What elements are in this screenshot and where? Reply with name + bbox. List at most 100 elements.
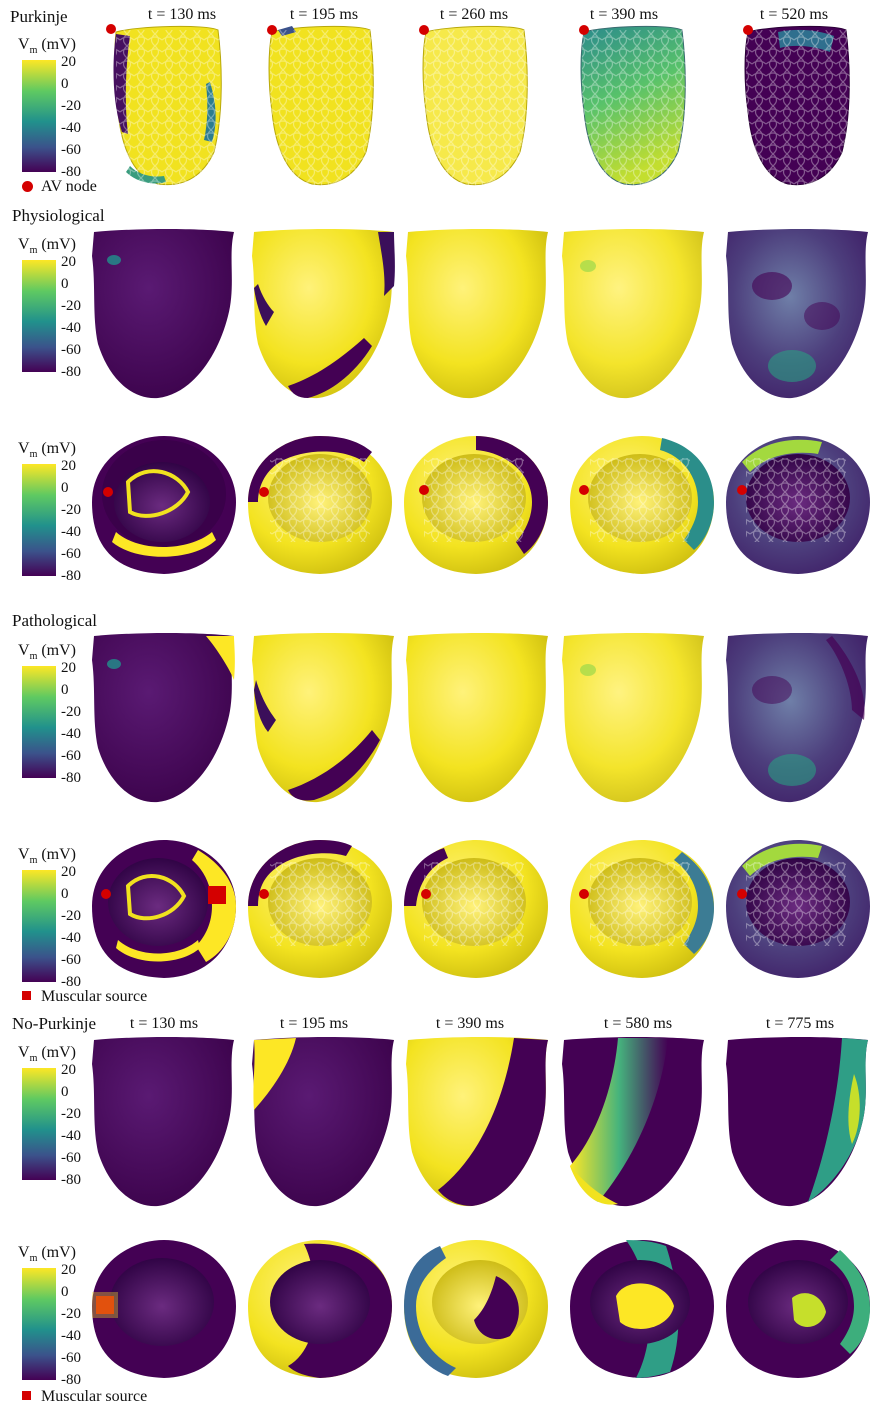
av-node-marker-icon — [22, 181, 33, 192]
colorbar-tick: -80 — [61, 164, 81, 180]
colorbar-tick: -80 — [61, 1172, 81, 1188]
legend-muscular-source: Muscular source — [22, 1388, 147, 1406]
colorbar-tick: -80 — [61, 770, 81, 786]
purkinje-network-t260 — [416, 22, 546, 188]
colorbar-tick: 20 — [61, 1062, 76, 1078]
colorbar-tick: -60 — [61, 342, 81, 358]
muscular-source-icon — [96, 1296, 114, 1314]
colorbar: Vm (mV) 20 0 -20 -40 -60 -80 — [16, 846, 156, 1006]
colorbar-tick: -40 — [61, 320, 81, 336]
colorbar: Vm (mV) 20 0 -20 -40 -60 -80 — [16, 236, 156, 396]
av-node-icon — [743, 25, 753, 35]
colorbar-tick: -60 — [61, 1150, 81, 1166]
colorbar-tick: 0 — [61, 682, 69, 698]
heart-cut-physio-t390 — [566, 432, 718, 578]
colorbar-tick: -20 — [61, 502, 81, 518]
colorbar-title: Vm (mV) — [18, 36, 76, 57]
colorbar-tick: 0 — [61, 1284, 69, 1300]
colorbar-tick: -80 — [61, 568, 81, 584]
colorbar-tick: -40 — [61, 1328, 81, 1344]
colorbar-tick: 0 — [61, 276, 69, 292]
colorbar-tick: -60 — [61, 142, 81, 158]
av-node-icon — [419, 25, 429, 35]
heart-epi-patho-t195 — [248, 630, 400, 806]
av-node-icon — [579, 485, 589, 495]
time-label-1: t = 130 ms — [147, 6, 217, 23]
heart-cut-physio-t195 — [244, 432, 396, 578]
section-label-physiological: Physiological — [12, 206, 105, 225]
heart-cut-nopurkinje-t130 — [88, 1236, 240, 1382]
colorbar: Vm (mV) 20 0 -20 -40 -60 -80 — [16, 440, 156, 600]
time-label-5: t = 520 ms — [759, 6, 829, 23]
av-node-icon — [579, 25, 589, 35]
colorbar: Vm (mV) 20 0 -20 -40 -60 -80 — [16, 1244, 156, 1404]
colorbar-tick: -20 — [61, 98, 81, 114]
heart-epi-nopurkinje-t390 — [402, 1034, 554, 1210]
time-label-3: t = 260 ms — [439, 6, 509, 23]
time-label-np-1: t = 130 ms — [129, 1015, 199, 1032]
heart-epi-nopurkinje-t130 — [88, 1034, 240, 1210]
colorbar-tick: 0 — [61, 480, 69, 496]
muscular-source-marker-icon — [22, 1391, 31, 1400]
colorbar-tick: -80 — [61, 1372, 81, 1388]
heart-epi-patho-t520 — [722, 630, 874, 806]
colorbar-title: Vm (mV) — [18, 440, 76, 461]
colorbar-tick: -20 — [61, 1306, 81, 1322]
heart-cut-nopurkinje-t390 — [400, 1236, 552, 1382]
colorbar-tick: -60 — [61, 952, 81, 968]
av-node-icon — [737, 485, 747, 495]
heart-epi-patho-t390 — [558, 630, 710, 806]
av-node-icon — [101, 889, 111, 899]
colorbar-title: Vm (mV) — [18, 1244, 76, 1265]
colorbar-tick: -80 — [61, 364, 81, 380]
heart-cut-patho-t390 — [566, 836, 718, 982]
section-label-no-purkinje: No-Purkinje — [12, 1014, 97, 1033]
colorbar-title: Vm (mV) — [18, 236, 76, 257]
colorbar-gradient — [22, 1268, 56, 1380]
colorbar-tick: -40 — [61, 120, 81, 136]
colorbar-gradient — [22, 464, 56, 576]
legend-av-node: AV node — [22, 178, 97, 196]
av-node-icon — [259, 889, 269, 899]
colorbar-tick: -40 — [61, 726, 81, 742]
colorbar-gradient — [22, 666, 56, 778]
heart-epi-nopurkinje-t195 — [248, 1034, 400, 1210]
colorbar-tick: -40 — [61, 1128, 81, 1144]
heart-cut-physio-t520 — [722, 432, 874, 578]
heart-cut-nopurkinje-t580 — [566, 1236, 718, 1382]
colorbar-tick: 20 — [61, 864, 76, 880]
av-node-icon — [103, 487, 113, 497]
muscular-source-marker-icon — [22, 991, 31, 1000]
heart-epi-physio-t260 — [402, 226, 554, 402]
colorbar-gradient — [22, 60, 56, 172]
heart-epi-patho-t130 — [88, 630, 240, 806]
colorbar-tick: -20 — [61, 1106, 81, 1122]
heart-epi-physio-t195 — [248, 226, 400, 402]
section-label-pathological: Pathological — [12, 611, 97, 630]
heart-epi-patho-t260 — [402, 630, 554, 806]
heart-epi-physio-t390 — [558, 226, 710, 402]
legend-muscular-source: Muscular source — [22, 988, 147, 1006]
colorbar-tick: 0 — [61, 886, 69, 902]
time-label-np-2: t = 195 ms — [279, 1015, 349, 1032]
section-label-purkinje: Purkinje — [10, 7, 68, 26]
colorbar-title: Vm (mV) — [18, 642, 76, 663]
colorbar-gradient — [22, 1068, 56, 1180]
av-node-icon — [267, 25, 277, 35]
heart-cut-patho-t195 — [244, 836, 396, 982]
colorbar-tick: -40 — [61, 930, 81, 946]
time-label-4: t = 390 ms — [589, 6, 659, 23]
heart-cut-patho-t130 — [88, 836, 240, 982]
av-node-icon — [421, 889, 431, 899]
av-node-icon — [579, 889, 589, 899]
colorbar-title: Vm (mV) — [18, 846, 76, 867]
colorbar-tick: -60 — [61, 546, 81, 562]
heart-cut-patho-t260 — [400, 836, 552, 982]
colorbar-tick: 20 — [61, 1262, 76, 1278]
colorbar-tick: 20 — [61, 254, 76, 270]
colorbar-gradient — [22, 260, 56, 372]
purkinje-network-t390 — [574, 22, 704, 188]
heart-epi-nopurkinje-t775 — [722, 1034, 874, 1210]
muscular-source-icon — [208, 886, 226, 904]
time-label-np-3: t = 390 ms — [435, 1015, 505, 1032]
